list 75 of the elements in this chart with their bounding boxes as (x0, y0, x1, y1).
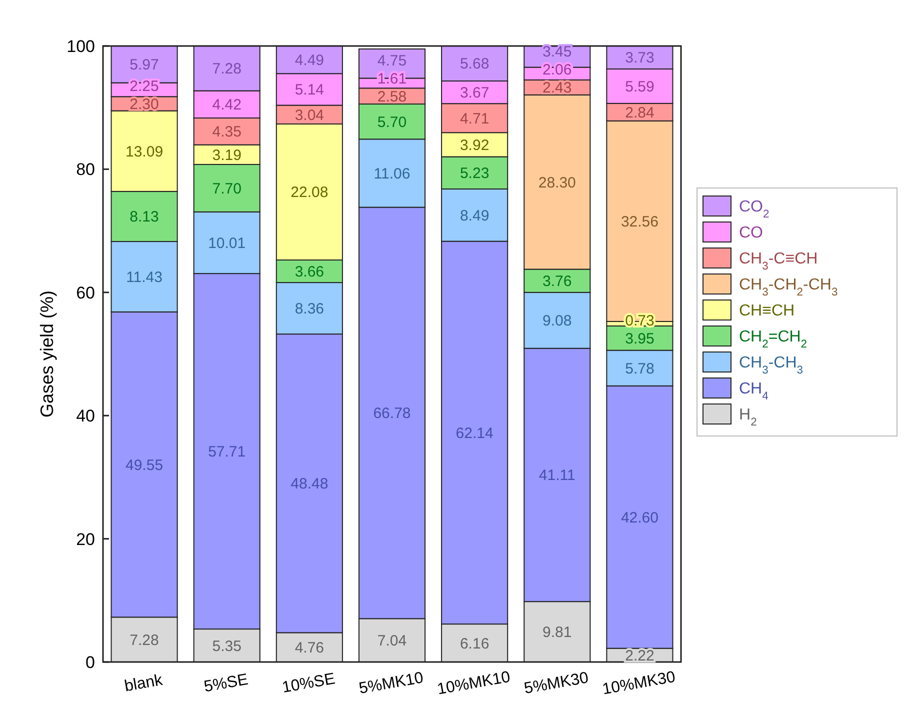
data-label: 11.43 (126, 268, 163, 286)
data-label: 5.23 (460, 165, 490, 182)
data-label: 49.55 (126, 456, 164, 474)
legend-label: CO (739, 224, 763, 242)
data-label: 42.60 (620, 509, 658, 526)
data-label: 4.49 (294, 52, 324, 70)
data-label: 32.56 (620, 213, 658, 230)
data-label: 5.68 (460, 56, 490, 73)
x-tick-label: blank (123, 672, 165, 696)
data-label: 28.30 (538, 174, 576, 192)
data-label: 3.45 (542, 44, 572, 61)
y-tick-label: 60 (76, 283, 95, 302)
data-label: 41.11 (538, 467, 576, 484)
data-label: 7.04 (377, 632, 407, 650)
data-label: 4.75 (377, 52, 407, 70)
data-label: 3.66 (294, 264, 324, 281)
data-label: 2.30 (130, 96, 159, 113)
x-tick-label: 5%SE (202, 671, 250, 696)
data-label: 6.16 (460, 635, 490, 652)
y-tick-label: 0 (86, 652, 95, 672)
data-label: 4.35 (212, 124, 242, 141)
data-label: 3.04 (294, 106, 324, 124)
data-label: 3.92 (460, 136, 490, 154)
x-tick-label: 5%MK30 (522, 670, 590, 698)
data-label: 4.76 (294, 640, 324, 657)
data-label: 9.81 (542, 624, 572, 642)
legend-label: H$_{2}$ (739, 406, 757, 429)
data-label: 2.58 (377, 88, 407, 106)
data-label: 5.35 (212, 638, 242, 655)
data-label: 3.19 (212, 146, 242, 164)
data-label: 48.48 (290, 476, 328, 493)
data-label: 2.43 (542, 80, 572, 97)
data-label: 3.76 (542, 273, 572, 290)
legend-label: CH$_{3}$-CH$_{3}$ (739, 354, 804, 377)
data-label: 5.70 (377, 114, 407, 131)
y-axis-title: Gases yield (%) (37, 290, 57, 418)
x-tick-label: 5%MK10 (358, 670, 425, 698)
data-label: 3.73 (625, 50, 654, 67)
data-label: 10.01 (208, 234, 246, 252)
data-label: 7.28 (130, 632, 159, 649)
data-label: 3.95 (625, 330, 654, 348)
data-label: 9.08 (542, 312, 572, 330)
data-label: 5.59 (625, 78, 654, 96)
data-label: 2.84 (625, 104, 654, 122)
data-label: 2.22 (625, 647, 654, 664)
data-label: 5.97 (130, 56, 159, 74)
data-label: 7.28 (212, 60, 242, 78)
y-tick-label: 20 (76, 530, 95, 549)
data-label: 22.08 (290, 184, 328, 202)
data-label: 5.78 (625, 360, 654, 378)
legend-label: CH≡CH (739, 302, 795, 320)
data-label: 7.70 (212, 180, 242, 198)
legend-label: CO$_{2}$ (739, 198, 770, 221)
data-label: 3.67 (460, 84, 490, 102)
data-label: 62.14 (456, 424, 494, 442)
y-tick-label: 80 (76, 160, 95, 180)
data-label: 66.78 (373, 405, 411, 422)
data-label: 13.09 (126, 143, 164, 160)
x-tick-label: 10%MK10 (436, 668, 512, 698)
legend-label: CH$_{4}$ (739, 380, 768, 403)
data-label: 11.06 (374, 165, 410, 182)
data-label: 8.49 (460, 207, 490, 224)
x-tick-label: 10%MK30 (601, 668, 677, 698)
y-tick-label: 40 (76, 406, 95, 426)
data-label: 8.13 (130, 208, 159, 226)
y-tick-label: 100 (66, 36, 95, 56)
legend-label: CH$_{2}$=CH$_{2}$ (739, 328, 808, 351)
data-label: 4.71 (460, 110, 490, 128)
legend-label: CH$_{3}$-CH$_{2}$-CH$_{3}$ (739, 276, 838, 299)
data-label: 5.14 (294, 82, 324, 99)
legend-label: CH$_{3}$-C≡CH (739, 250, 818, 273)
data-label: 57.71 (208, 444, 246, 461)
data-label: 8.36 (294, 300, 324, 318)
x-tick-label: 10%SE (280, 670, 336, 697)
data-label: 4.42 (212, 96, 242, 114)
